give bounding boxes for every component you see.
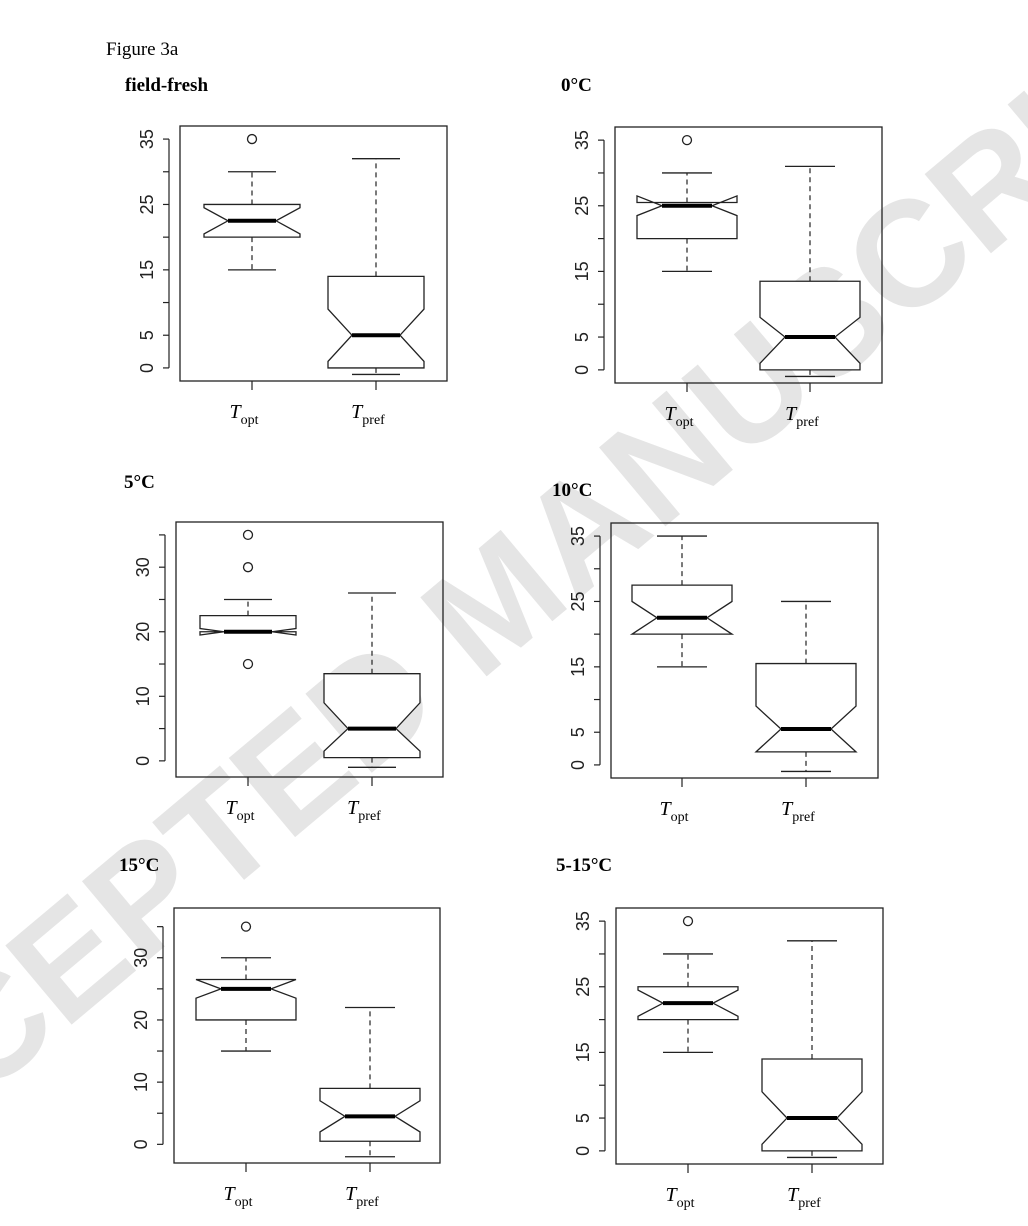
y-tick-label: 35 <box>573 911 593 931</box>
box-body <box>636 194 738 240</box>
box-body <box>195 978 297 1021</box>
plot-frame <box>175 521 444 778</box>
category-label: Topt <box>665 1184 694 1211</box>
panel-title: field-fresh <box>125 75 208 96</box>
y-tick-label: 5 <box>572 332 592 342</box>
box-body <box>629 584 735 635</box>
y-tick-label: 10 <box>133 686 153 706</box>
category-label: Tpref <box>781 798 815 825</box>
panel-title: 5°C <box>124 472 155 493</box>
y-tick-label: 0 <box>568 760 588 770</box>
box-series <box>203 133 301 271</box>
y-tick-label: 0 <box>573 1146 593 1156</box>
boxplot-panel: 15°C 0 10 20 30 Topt Tpref <box>119 855 441 1210</box>
box-series <box>754 600 858 773</box>
boxplot-panel: field-fresh 0 5 15 25 35 Topt Tpref <box>125 75 448 428</box>
box-series <box>323 592 421 768</box>
y-tick-label: 15 <box>572 261 592 281</box>
category-label: Topt <box>659 798 688 825</box>
box-series <box>327 158 425 376</box>
box-series <box>759 165 861 378</box>
panel-title: 5-15°C <box>556 855 612 876</box>
y-tick-label: 0 <box>572 365 592 375</box>
outlier-point <box>242 562 254 573</box>
box-series <box>637 915 739 1054</box>
plot-frame <box>179 125 448 382</box>
y-tick-label: 0 <box>131 1139 151 1149</box>
y-tick-label: 20 <box>131 1010 151 1030</box>
category-label: Topt <box>664 403 693 430</box>
box-series <box>199 529 297 670</box>
box-series <box>761 940 863 1159</box>
panel-title: 10°C <box>552 480 592 501</box>
y-tick-label: 5 <box>573 1113 593 1123</box>
category-label: Topt <box>223 1183 252 1210</box>
outlier-point <box>240 921 252 932</box>
box-series <box>319 1006 421 1158</box>
category-label: Tpref <box>785 403 819 430</box>
plot-frame <box>610 522 879 779</box>
boxplot-panel: 10°C 0 5 15 25 35 Topt Tpref <box>552 480 879 825</box>
y-tick-label: 25 <box>137 194 157 214</box>
panel-title: 15°C <box>119 855 159 876</box>
category-label: Tpref <box>347 797 381 824</box>
category-label: Tpref <box>787 1184 821 1211</box>
y-tick-label: 25 <box>572 196 592 216</box>
box-body <box>327 275 425 369</box>
y-tick-label: 20 <box>133 622 153 642</box>
boxplot-panel: 5-15°C 0 5 15 25 35 Topt Tpref <box>556 855 884 1211</box>
y-tick-label: 0 <box>133 756 153 766</box>
plot-frame <box>614 126 883 384</box>
figure-label: Figure 3a <box>106 39 179 60</box>
y-tick-label: 10 <box>131 1072 151 1092</box>
box-body <box>323 673 421 759</box>
y-tick-label: 25 <box>568 591 588 611</box>
y-tick-label: 30 <box>131 948 151 968</box>
panel-title: 0°C <box>561 75 592 96</box>
panels-group: field-fresh 0 5 15 25 35 Topt Tpref 0°C 0 5 15 25 35 T… <box>119 75 884 1211</box>
category-label: Topt <box>229 401 258 428</box>
plot-frame <box>173 907 441 1164</box>
y-tick-label: 5 <box>568 727 588 737</box>
y-tick-label: 30 <box>133 557 153 577</box>
y-tick-label: 15 <box>137 260 157 280</box>
outlier-point <box>681 134 693 146</box>
y-tick-label: 35 <box>568 526 588 546</box>
box-body <box>759 280 861 371</box>
outlier-point <box>242 529 254 541</box>
box-series <box>636 134 738 273</box>
box-body <box>754 662 858 753</box>
y-tick-label: 15 <box>573 1042 593 1062</box>
box-body <box>761 1058 863 1152</box>
y-tick-label: 15 <box>568 657 588 677</box>
box-series <box>195 921 297 1052</box>
outlier-point <box>242 658 254 670</box>
plot-frame <box>615 907 884 1165</box>
boxplot-panel: 5°C 0 10 20 30 Topt Tpref <box>124 472 444 824</box>
category-label: Tpref <box>345 1183 379 1210</box>
boxplot-panel: 0°C 0 5 15 25 35 Topt Tpref <box>561 75 883 430</box>
y-tick-label: 35 <box>137 129 157 149</box>
outlier-point <box>246 133 258 145</box>
y-tick-label: 35 <box>572 130 592 150</box>
category-label: Topt <box>225 797 254 824</box>
category-label: Tpref <box>351 401 385 428</box>
outlier-point <box>682 915 694 927</box>
y-tick-label: 0 <box>137 363 157 373</box>
y-tick-label: 5 <box>137 330 157 340</box>
y-tick-label: 25 <box>573 977 593 997</box>
box-series <box>629 535 735 668</box>
